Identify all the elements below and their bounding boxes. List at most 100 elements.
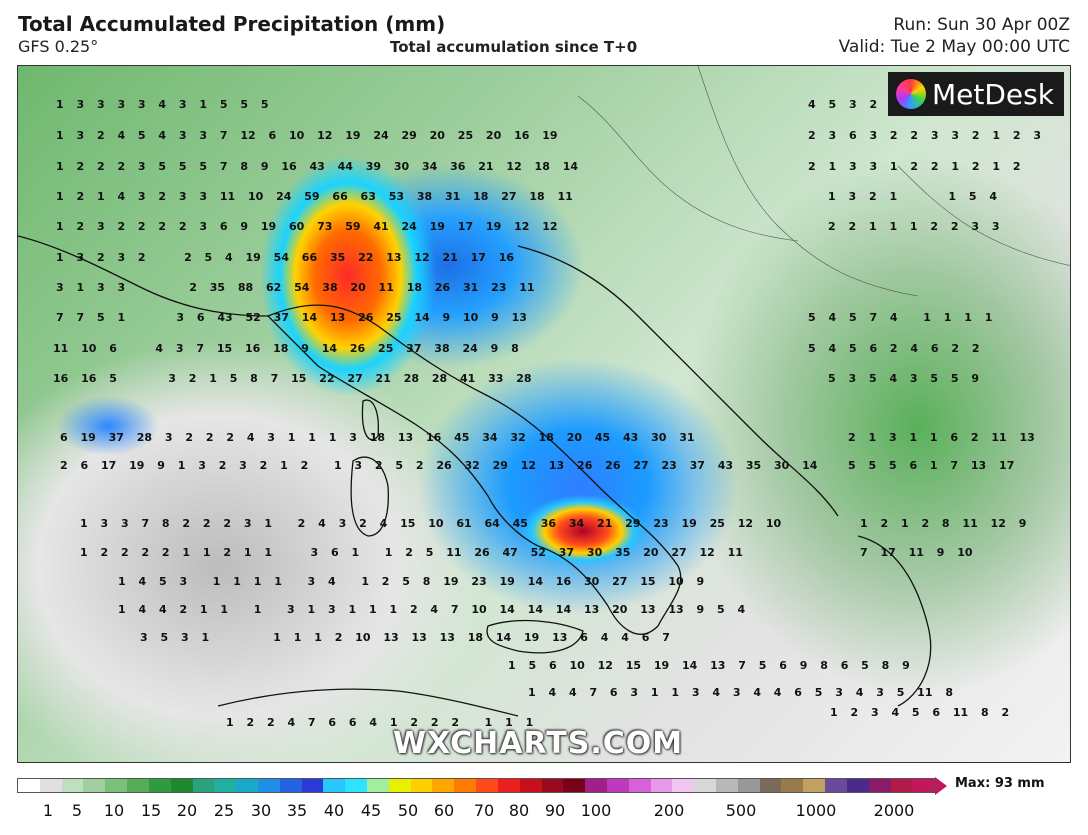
precipitation-value-row: 1 2 3 2 2 2 2 3 6 9 19 60 73 59 41 24 19… <box>56 220 558 233</box>
precipitation-value-row: 2 1 3 3 1 2 2 1 2 1 2 <box>808 160 1021 173</box>
colorbar-tick-label: 30 <box>250 801 272 820</box>
precipitation-value-row: 4 5 3 2 <box>808 98 878 111</box>
colorbar-tick-label: 1 <box>42 801 54 820</box>
precipitation-value-row: 5 4 5 7 4 1 1 1 1 <box>808 311 993 324</box>
precipitation-value-row: 16 16 5 3 2 1 5 8 7 15 22 27 21 28 28 41… <box>53 372 532 385</box>
precipitation-value-row: 3 1 3 3 2 35 88 62 54 38 20 11 18 26 31 … <box>56 281 535 294</box>
colorbar-tick-label: 40 <box>323 801 345 820</box>
colorbar-tick-label: 200 <box>653 801 685 820</box>
precipitation-value-row: 2 6 17 19 9 1 3 2 3 2 1 2 1 3 2 5 2 26 3… <box>60 459 818 472</box>
colorbar-tick-label: 1000 <box>795 801 837 820</box>
metdesk-logo-icon <box>896 79 926 109</box>
colorbar-segment <box>105 779 128 792</box>
colorbar-arrow-icon <box>935 777 947 795</box>
colorbar-segment <box>148 779 171 792</box>
colorbar-segment <box>323 779 346 792</box>
colorbar-segment <box>83 779 106 792</box>
colorbar-tick-label: 15 <box>140 801 162 820</box>
run-label: Run: Sun 30 Apr 00Z <box>893 15 1070 35</box>
precipitation-value-row: 7 17 11 9 10 <box>860 546 973 559</box>
colorbar-tick-label: 35 <box>286 801 308 820</box>
model-label: GFS 0.25° <box>18 37 99 56</box>
colorbar-segment <box>825 779 847 792</box>
colorbar-segment <box>345 779 367 792</box>
colorbar-segment <box>868 779 891 792</box>
colorbar-segment <box>781 779 804 792</box>
precipitation-value-row: 1 3 2 1 1 5 4 <box>828 190 998 203</box>
precipitation-value-row: 1 2 2 2 2 1 1 2 1 1 3 6 1 1 2 5 11 26 47… <box>80 546 743 559</box>
precipitation-value-row: 5 5 5 6 1 7 13 17 <box>848 459 1015 472</box>
colorbar-segment <box>606 779 629 792</box>
colorbar-segment <box>61 779 84 792</box>
valid-label: Valid: Tue 2 May 00:00 UTC <box>838 37 1070 57</box>
precipitation-value-row: 1 2 1 2 8 11 12 9 <box>860 517 1027 530</box>
precipitation-value-row: 5 3 5 4 3 5 5 9 <box>828 372 980 385</box>
colorbar-tick-label: 100 <box>580 801 612 820</box>
precipitation-value-row: 1 3 2 3 2 2 5 4 19 54 66 35 22 13 12 21 … <box>56 251 515 264</box>
precipitation-value-row: 1 3 2 4 5 4 3 3 7 12 6 10 12 19 24 29 20… <box>56 129 558 142</box>
colorbar-segment <box>279 779 302 792</box>
precipitation-value-row: 11 10 6 4 3 7 15 16 18 9 14 26 25 37 38 … <box>53 342 519 355</box>
colorbar-segment <box>388 779 411 792</box>
precipitation-map: 1 3 3 3 3 4 3 1 5 5 5 1 3 2 4 5 4 3 3 7 1… <box>17 65 1071 763</box>
colorbar-tick-label: 70 <box>473 801 495 820</box>
colorbar-segment <box>18 779 40 792</box>
precipitation-value-row: 6 19 37 28 3 2 2 2 4 3 1 1 1 3 18 13 16 … <box>60 431 695 444</box>
colorbar-segment <box>497 779 520 792</box>
colorbar-tick-label: 45 <box>360 801 382 820</box>
precipitation-value-row: 1 2 1 4 3 2 3 3 11 10 24 59 66 63 53 38 … <box>56 190 573 203</box>
precipitation-value-row: 1 2 3 4 5 6 11 8 2 <box>830 706 1010 719</box>
colorbar-segment <box>650 779 673 792</box>
max-value-label: Max: 93 mm <box>955 776 1045 791</box>
precipitation-value-row: 1 5 6 10 12 15 19 14 13 7 5 6 9 8 6 5 8 … <box>508 659 910 672</box>
colorbar-segment <box>367 779 389 792</box>
colorbar-segment <box>410 779 433 792</box>
colorbar-tick-label: 25 <box>213 801 235 820</box>
colorbar-tick-label: 500 <box>725 801 757 820</box>
colorbar-segment <box>628 779 651 792</box>
precipitation-value-row: 2 2 1 1 1 2 2 3 3 <box>828 220 1000 233</box>
colorbar-segment <box>716 779 738 792</box>
colorbar-segment <box>563 779 586 792</box>
precipitation-value-row: 1 2 2 2 3 5 5 5 7 8 9 16 43 44 39 30 34 … <box>56 160 578 173</box>
colorbar-segment <box>912 779 935 792</box>
precipitation-value-row: 2 1 3 1 1 6 2 11 13 <box>848 431 1035 444</box>
precipitation-value-row: 1 4 4 7 6 3 1 1 3 4 3 4 4 6 5 3 4 3 5 11… <box>528 686 953 699</box>
metdesk-logo: MetDesk <box>888 72 1064 116</box>
colorbar-segment <box>759 779 782 792</box>
precipitation-colorbar <box>17 778 935 793</box>
colorbar-segment <box>541 779 564 792</box>
colorbar-segment <box>585 779 607 792</box>
colorbar-tick-label: 50 <box>397 801 419 820</box>
colorbar-tick-label: 5 <box>71 801 83 820</box>
colorbar-segment <box>672 779 695 792</box>
colorbar-segment <box>257 779 280 792</box>
watermark: WXCHARTS.COM <box>393 726 684 761</box>
colorbar-segment <box>519 779 542 792</box>
precipitation-value-row: 1 3 3 7 8 2 2 2 3 1 2 4 3 2 4 15 10 61 6… <box>80 517 782 530</box>
precipitation-value-row: 3 5 3 1 1 1 1 2 10 13 13 13 18 14 19 13 … <box>140 631 670 644</box>
coastline-overlay <box>18 66 1070 717</box>
colorbar-segment <box>170 779 193 792</box>
colorbar-tick-label: 60 <box>433 801 455 820</box>
precipitation-value-row: 1 4 4 2 1 1 1 3 1 3 1 1 1 2 4 7 10 14 14… <box>118 603 746 616</box>
precipitation-value-row: 1 4 5 3 1 1 1 1 3 4 1 2 5 8 19 23 19 14 … <box>118 575 705 588</box>
colorbar-segment <box>39 779 62 792</box>
colorbar-segment <box>737 779 760 792</box>
colorbar-tick-label: 80 <box>508 801 530 820</box>
chart-title: Total Accumulated Precipitation (mm) <box>18 12 446 36</box>
colorbar-segment <box>846 779 869 792</box>
logo-text: MetDesk <box>932 77 1054 111</box>
colorbar-segment <box>192 779 215 792</box>
precipitation-value-row: 1 3 3 3 3 4 3 1 5 5 5 <box>56 98 269 111</box>
colorbar-segment <box>890 779 913 792</box>
chart-subtitle: Total accumulation since T+0 <box>390 38 638 56</box>
colorbar-segment <box>236 779 258 792</box>
colorbar-tick-label: 10 <box>103 801 125 820</box>
colorbar-segment <box>127 779 149 792</box>
colorbar-segment <box>694 779 716 792</box>
colorbar-segment <box>432 779 455 792</box>
colorbar-tick-label: 2000 <box>873 801 915 820</box>
precipitation-value-row: 1 2 2 4 7 6 6 4 1 2 2 2 1 1 1 <box>226 716 534 729</box>
colorbar-segment <box>214 779 237 792</box>
